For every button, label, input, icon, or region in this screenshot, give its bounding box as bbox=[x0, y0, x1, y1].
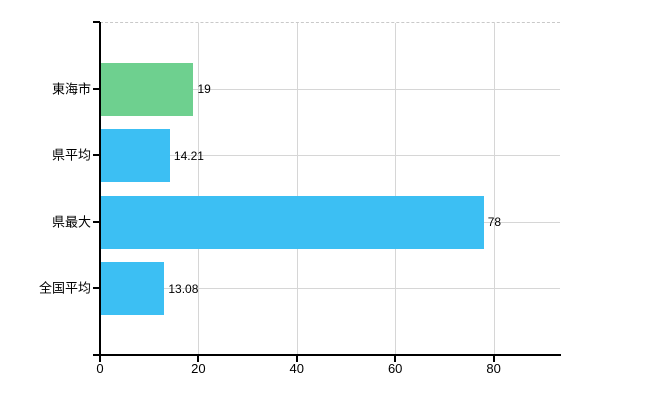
vertical-gridline bbox=[493, 23, 495, 355]
y-axis-category-label: 県平均 bbox=[51, 147, 91, 163]
bar-2: 14.21 bbox=[100, 129, 204, 183]
bar-value-label: 19 bbox=[197, 82, 211, 97]
bar-value-label: 14.21 bbox=[173, 148, 204, 163]
bar-4: 13.08 bbox=[100, 262, 198, 316]
bar-value-label: 78 bbox=[487, 215, 502, 230]
x-axis-tick bbox=[492, 356, 495, 362]
bar-1: 19 bbox=[100, 62, 211, 116]
vertical-gridline bbox=[296, 23, 298, 355]
vertical-gridline bbox=[395, 23, 397, 355]
x-axis-tick-label: 20 bbox=[191, 361, 206, 376]
horizontal-gridline bbox=[100, 288, 560, 290]
y-axis-tick bbox=[93, 87, 100, 90]
y-axis-tick bbox=[93, 287, 100, 290]
bar-3: 78 bbox=[100, 195, 501, 249]
x-axis-tick-label: 80 bbox=[486, 361, 501, 376]
horizontal-gridline bbox=[100, 155, 560, 157]
y-axis-tick bbox=[93, 354, 100, 356]
y-axis-tick bbox=[93, 220, 100, 223]
bar-value-label: 13.08 bbox=[168, 281, 199, 296]
plot-area: 19 14.21 78 13.08 bbox=[100, 22, 560, 355]
y-axis-category-label: 東海市 bbox=[51, 81, 91, 97]
x-axis-line bbox=[99, 354, 561, 356]
x-axis-tick bbox=[197, 356, 200, 362]
x-axis-tick-label: 0 bbox=[96, 361, 104, 376]
y-axis-category-label: 県最大 bbox=[51, 214, 91, 230]
x-axis-tick-label: 40 bbox=[289, 361, 305, 376]
y-axis-tick bbox=[93, 154, 100, 157]
y-axis-category-label: 全国平均 bbox=[38, 280, 91, 296]
x-axis-tick bbox=[295, 356, 298, 362]
y-axis-tick bbox=[93, 21, 100, 23]
horizontal-gridline bbox=[100, 88, 560, 90]
y-axis-line bbox=[99, 22, 101, 356]
x-axis-tick-label: 60 bbox=[387, 361, 403, 376]
vertical-gridline bbox=[198, 23, 200, 355]
x-axis-tick bbox=[394, 356, 397, 362]
x-axis-tick bbox=[99, 356, 101, 362]
